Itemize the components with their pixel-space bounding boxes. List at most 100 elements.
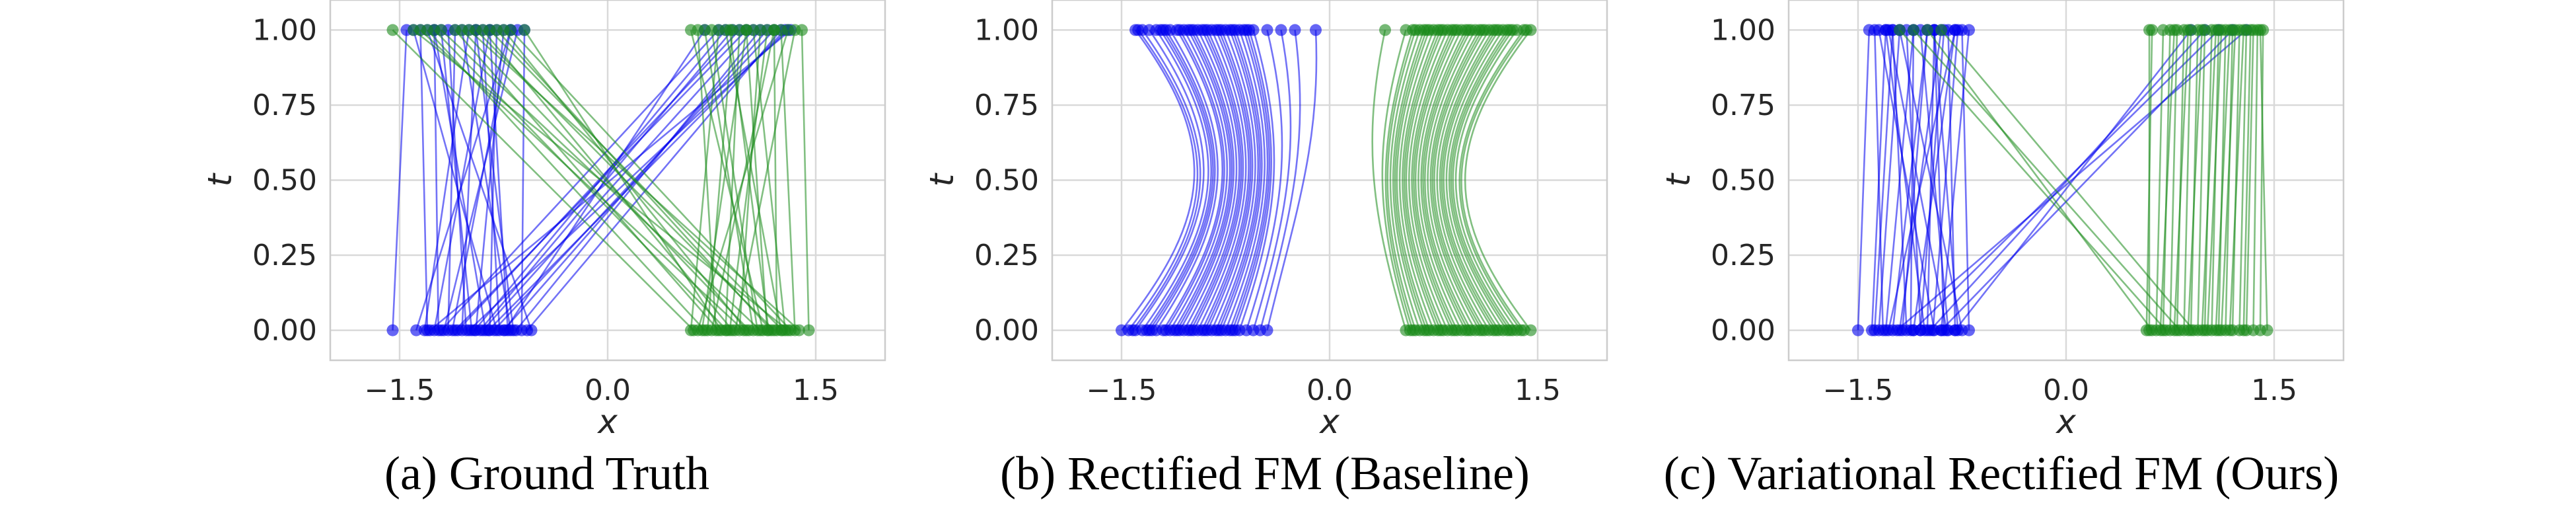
start-point-blue-26 (1904, 324, 1917, 336)
trajectory-blue-16 (1873, 30, 1884, 331)
trajectory-green-14 (1445, 29, 1504, 331)
trajectory-green-23 (496, 29, 772, 331)
y-tick-label-1: 0.25 (252, 239, 317, 272)
start-point-blue-20 (1261, 324, 1273, 336)
trajectory-green-13 (1441, 29, 1497, 331)
start-point-blue-20 (1890, 324, 1903, 336)
trajectory-blue-5 (1162, 29, 1223, 331)
trajectory-green-26 (697, 30, 717, 331)
plot-frame (1787, 0, 2345, 362)
trajectory-blue-15 (461, 30, 512, 331)
trajectory-green-27 (2229, 30, 2245, 331)
trajectory-green-24 (1429, 29, 1480, 331)
trajectory-blue-31 (1127, 29, 1199, 331)
trajectory-green-15 (1450, 29, 1511, 331)
trajectory-green-16 (1454, 29, 1518, 331)
trajectory-green-18 (706, 30, 734, 331)
trajectory-green-21 (1941, 29, 2195, 331)
trajectory-green-2 (1389, 29, 1421, 331)
trajectory-green-25 (2201, 30, 2217, 331)
start-point-blue-29 (446, 324, 458, 336)
trajectory-green-30 (773, 30, 778, 331)
trajectory-green-34 (1452, 29, 1514, 331)
start-point-blue-31 (1122, 324, 1135, 336)
y-tick-label-3: 0.75 (1711, 89, 1775, 122)
trajectory-blue-0 (1857, 30, 1871, 331)
trajectory-green-12 (1436, 29, 1490, 331)
panel-variational-rectified-fm: (c) Variational Rectified FM (Ours) 0.00… (1659, 0, 2345, 500)
trajectory-blue-22 (1165, 29, 1225, 331)
trajectory-green-5 (725, 30, 740, 331)
start-point-blue-31 (468, 324, 481, 336)
trajectory-blue-2 (419, 30, 429, 331)
trajectory-green-2 (2155, 30, 2165, 331)
trajectory-green-29 (2145, 30, 2153, 331)
end-point-green-20 (1908, 24, 1919, 36)
start-point-green-29 (2140, 324, 2153, 336)
trajectory-green-19 (1899, 29, 2167, 331)
end-point-green-34 (1507, 24, 1519, 36)
trajectory-green-11 (1431, 29, 1484, 331)
trajectory-green-10 (1427, 29, 1476, 331)
start-point-green-16 (793, 324, 805, 336)
trajectory-blue-19 (426, 29, 532, 331)
trajectory-blue-29 (451, 30, 512, 331)
end-point-green-33 (1493, 24, 1505, 36)
end-point-green-31 (1465, 24, 1478, 36)
end-point-blue-16 (1869, 24, 1881, 36)
trajectory-blue-6 (1892, 30, 1908, 331)
trajectory-green-31 (1424, 29, 1472, 331)
trajectory-blue-25 (1229, 30, 1269, 331)
trajectory-green-11 (745, 30, 768, 331)
trajectory-blue-3 (1148, 29, 1214, 331)
y-tick-label-4: 1.00 (1711, 13, 1775, 47)
end-point-green-19 (519, 24, 530, 36)
trajectory-green-29 (690, 30, 764, 331)
start-point-blue-25 (1882, 324, 1895, 336)
trajectory-blue-23 (1941, 29, 2233, 331)
trajectory-blue-30 (447, 30, 468, 331)
trajectory-blue-28 (1193, 29, 1244, 331)
x-axis-label: x (1318, 403, 1340, 441)
trajectory-green-9 (1422, 29, 1470, 331)
start-point-green-34 (762, 324, 775, 336)
trajectory-green-17 (2259, 30, 2264, 331)
end-point-blue-18 (1275, 24, 1287, 36)
x-tick-label-0: −1.5 (1823, 374, 1894, 407)
trajectory-blue-24 (1207, 29, 1254, 331)
start-point-green-34 (1507, 324, 1519, 336)
start-point-green-30 (2215, 324, 2228, 336)
trajectory-blue-20 (1896, 29, 2247, 331)
y-tick-label-3: 0.75 (974, 89, 1039, 122)
start-point-green-28 (1423, 324, 1436, 336)
trajectory-blue-21 (1913, 29, 2219, 331)
end-point-green-17 (2257, 24, 2270, 36)
trajectory-blue-34 (489, 30, 509, 331)
start-point-blue-22 (1160, 324, 1172, 336)
start-point-blue-1 (410, 324, 423, 336)
caption-variational-rectified-fm: (c) Variational Rectified FM (Ours) (1664, 447, 2339, 500)
trajectory-green-35 (1381, 30, 1412, 331)
trajectory-blue-10 (1197, 29, 1247, 331)
start-point-blue-15 (1963, 324, 1975, 336)
trajectory-blue-33 (1220, 29, 1263, 331)
trajectory-green-33 (1443, 29, 1500, 331)
trajectory-green-18 (1926, 29, 2153, 331)
trajectory-green-18 (1464, 29, 1532, 331)
trajectory-green-26 (1448, 29, 1508, 331)
trajectory-green-8 (1417, 29, 1462, 331)
y-tick-label-0: 0.00 (1711, 314, 1775, 348)
end-point-green-29 (2146, 24, 2159, 36)
start-point-blue-27 (1927, 324, 1939, 336)
trajectory-blue-1 (1134, 29, 1205, 331)
trajectory-green-0 (1371, 30, 1407, 331)
trajectory-green-24 (752, 30, 787, 331)
trajectory-blue-27 (1173, 29, 1231, 331)
trajectory-blue-13 (1217, 29, 1261, 331)
trajectory-blue-12 (1211, 29, 1256, 331)
trajectory-green-28 (1396, 29, 1431, 331)
end-point-green-22 (705, 24, 718, 36)
start-point-green-35 (1404, 324, 1416, 336)
start-point-blue-28 (424, 324, 437, 336)
end-point-green-21 (414, 24, 427, 36)
